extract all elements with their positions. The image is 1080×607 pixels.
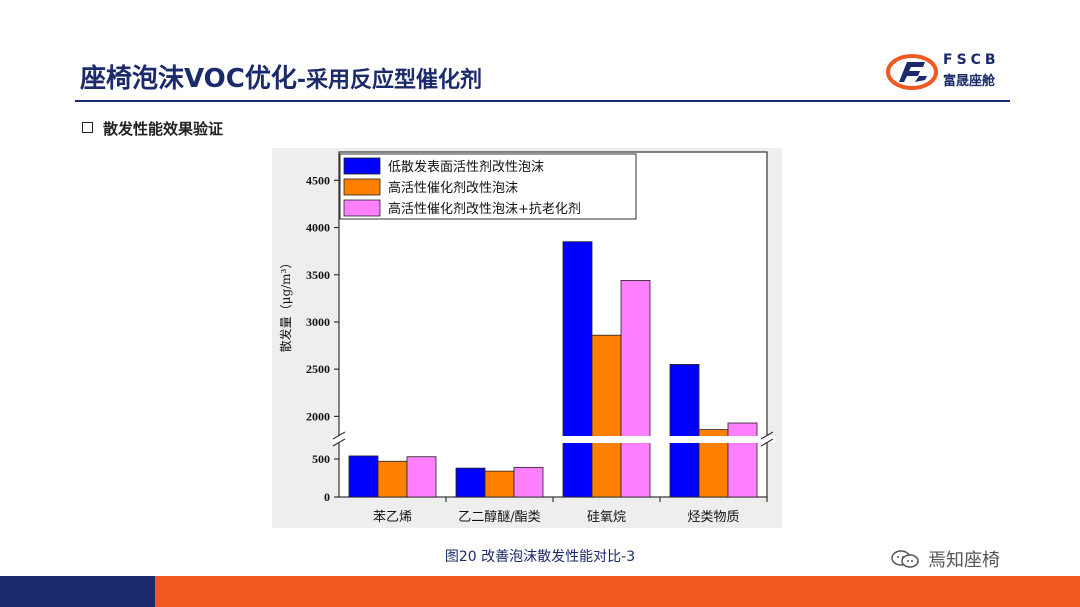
logo-company-name: 富晟座舱 — [943, 74, 996, 89]
y-tick-label: 0 — [324, 490, 330, 504]
axis-break-mark — [332, 438, 346, 447]
footer-band-orange — [155, 576, 1080, 607]
bar-3 — [620, 280, 651, 498]
section-heading: 散发性能效果验证 — [82, 118, 223, 139]
y-tick-label: 2500 — [306, 362, 330, 376]
watermark-text: 焉知座椅 — [928, 550, 1000, 571]
bar-1 — [562, 241, 593, 498]
x-tick-label: 苯乙烯 — [373, 510, 412, 525]
slide-title: 座椅泡沫VOC优化-采用反应型催化剂 — [80, 58, 482, 95]
y-tick-label: 2000 — [306, 409, 330, 423]
legend-label-1: 低散发表面活性剂改性泡沫 — [388, 159, 544, 175]
legend-box — [339, 153, 637, 220]
bar-3 — [513, 466, 544, 498]
x-tick-label: 乙二醇醚/酯类 — [458, 509, 540, 525]
voc-bar-chart: 0 500 2000 2500 3000 3500 4000 4500 苯乙烯 乙二醇醚/酯类 硅氧… — [272, 148, 782, 528]
section-heading-text: 散发性能效果验证 — [103, 120, 224, 138]
bar-1 — [669, 364, 700, 498]
fscb-logo-icon — [886, 54, 938, 90]
axis-break-band — [331, 436, 775, 443]
axis-break-mark — [332, 431, 346, 440]
figure-caption: 图20 改善泡沫散发性能对比-3 — [444, 549, 636, 565]
y-tick-label: 3000 — [306, 315, 330, 329]
axis-break-mark — [760, 431, 774, 440]
footer-band-navy — [0, 576, 155, 607]
y-tick-label: 3500 — [306, 268, 330, 282]
legend-label-2: 高活性催化剂改性泡沫 — [388, 180, 518, 196]
legend-swatch-2 — [343, 178, 381, 196]
checkbox-bullet-icon — [82, 122, 93, 133]
title-main: 座椅泡沫VOC优化 — [80, 64, 297, 94]
y-tick-label: 4500 — [306, 173, 330, 187]
watermark: 焉知座椅 — [890, 546, 1000, 572]
title-sub: -采用反应型催化剂 — [296, 68, 482, 93]
axis-break-mark — [760, 438, 774, 447]
bar-2 — [591, 334, 622, 498]
bar-1 — [348, 455, 379, 498]
bar-2 — [377, 460, 408, 498]
bar-3 — [727, 422, 758, 498]
legend-swatch-1 — [343, 157, 381, 175]
y-tick-label: 500 — [312, 452, 330, 466]
y-tick-label: 4000 — [306, 221, 330, 235]
bar-1 — [455, 467, 486, 498]
logo-letters: FSCB — [943, 52, 1000, 68]
wechat-icon — [891, 550, 919, 568]
legend-swatch-3 — [343, 199, 381, 217]
y-axis-label: 散发量（μg/m³） — [278, 257, 293, 353]
x-tick-label: 硅氧烷 — [587, 510, 626, 525]
bar-2 — [484, 470, 515, 498]
title-rule — [75, 100, 1010, 102]
legend-label-3: 高活性催化剂改性泡沫+抗老化剂 — [388, 201, 581, 217]
x-tick-label: 烃类物质 — [687, 510, 739, 525]
bar-3 — [406, 456, 437, 498]
